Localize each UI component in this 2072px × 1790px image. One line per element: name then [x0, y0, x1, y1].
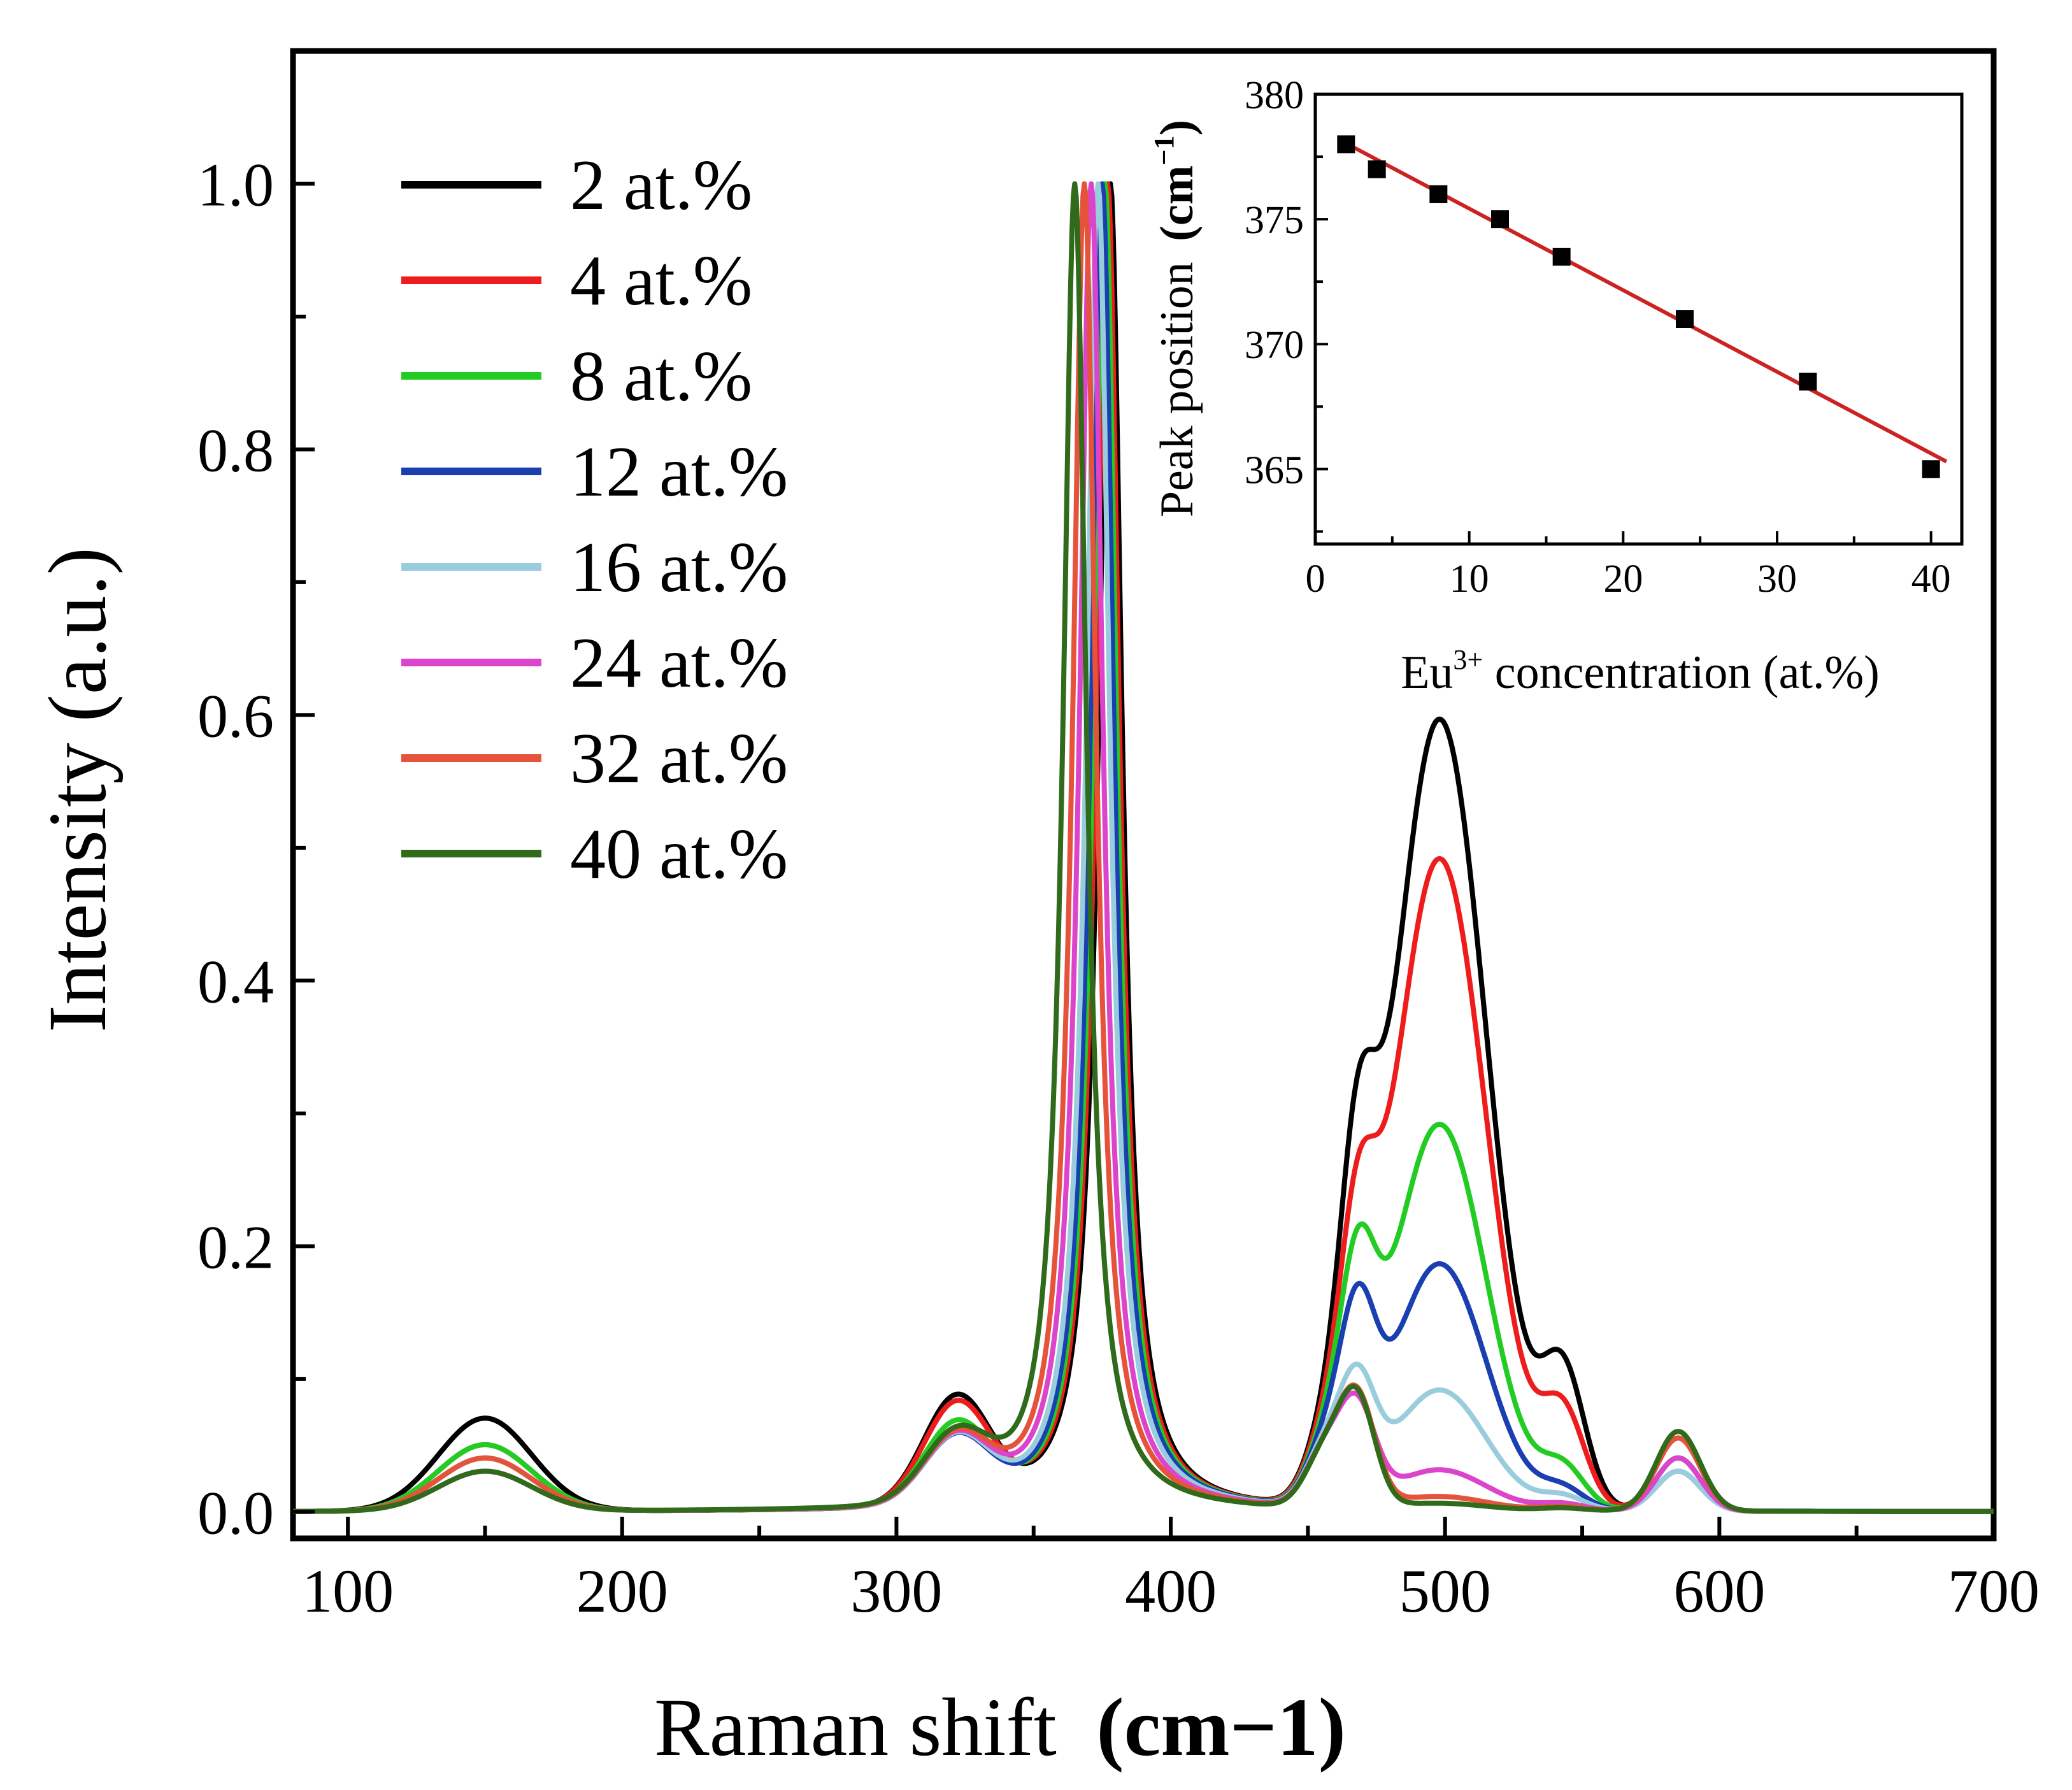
- inset-x-tick-label: 10: [1450, 557, 1489, 601]
- main-y-tick-label: 0.6: [197, 682, 274, 750]
- inset-x-tick-label: 40: [1911, 557, 1951, 601]
- main-x-tick-label: 400: [1125, 1557, 1217, 1625]
- inset-x-ticks: 0 10 20 30 40: [1306, 531, 1951, 601]
- legend-label-5: 24 at.%: [570, 624, 788, 703]
- inset-chart: 0 10 20 30 40 365 370 375 380 Eu3+ concentratio…: [1148, 74, 1964, 699]
- legend-label-0: 2 at.%: [570, 146, 752, 225]
- inset-data-point: [1676, 310, 1694, 328]
- main-legend: 2 at.% 4 at.% 8 at.% 12 at.% 16 at.% 24 at.% 3…: [401, 146, 788, 894]
- main-plot-frame: [290, 48, 1997, 1542]
- main-y-tick-label: 0.2: [197, 1213, 274, 1281]
- inset-data-point: [1429, 185, 1448, 203]
- main-x-tick-label: 200: [576, 1557, 668, 1625]
- main-series-group: [292, 181, 1995, 1514]
- inset-x-axis-title-rest: concentration (at.%): [1483, 647, 1880, 699]
- inset-points-group: [1337, 135, 1940, 478]
- inset-y-axis-unit-end: ): [1151, 120, 1203, 136]
- main-x-tick-label: 300: [850, 1557, 942, 1625]
- main-y-ticks: 0.0 0.2 0.4 0.6 0.8 1.0: [197, 150, 315, 1547]
- inset-y-ticks: 365 370 375 380: [1245, 74, 1328, 533]
- legend-label-3: 12 at.%: [570, 433, 788, 512]
- inset-x-tick-label: 30: [1757, 557, 1797, 601]
- inset-data-point: [1552, 247, 1571, 266]
- main-x-ticks: 100 200 300 400 500 600 700: [302, 1517, 2040, 1625]
- inset-background: [1315, 94, 1962, 544]
- inset-x-tick-label: 0: [1306, 557, 1325, 601]
- inset-y-axis-title-text: Peak position: [1151, 262, 1203, 517]
- main-x-axis-title: Raman shift (cm−1): [654, 1682, 1346, 1773]
- inset-x-tick-label: 20: [1603, 557, 1643, 601]
- legend-label-1: 4 at.%: [570, 241, 752, 320]
- inset-data-point: [1337, 135, 1355, 154]
- main-series-line-7: [292, 181, 1995, 1514]
- main-y-tick-label: 0.8: [197, 416, 274, 484]
- main-x-axis-title-text: Raman shift: [654, 1682, 1057, 1773]
- legend-label-6: 32 at.%: [570, 719, 788, 798]
- main-y-axis-title: Intensity (a.u.): [32, 547, 124, 1033]
- inset-data-point: [1491, 210, 1509, 229]
- main-chart: 100 200 300 400 500 600 700 0.00.20.40.60.81.0…: [32, 48, 2040, 1773]
- legend-label-4: 16 at.%: [570, 528, 788, 607]
- inset-data-point: [1922, 460, 1940, 478]
- inset-x-axis-title-base: Eu: [1401, 647, 1453, 699]
- main-x-axis-unit: (cm−1): [1096, 1682, 1346, 1773]
- main-y-tick-label: 1.0: [197, 150, 274, 218]
- inset-y-axis-title: Peak position (cm−1): [1148, 120, 1203, 517]
- main-y-tick-label: 0.0: [197, 1479, 274, 1547]
- inset-y-axis-unit-base: (cm: [1151, 166, 1203, 241]
- inset-x-axis-title: Eu3+ concentration (at.%): [1401, 644, 1880, 699]
- main-y-tick-label: 0.4: [197, 947, 274, 1015]
- inset-y-tick-label: 380: [1245, 74, 1304, 117]
- main-x-tick-label: 500: [1399, 1557, 1491, 1625]
- main-x-tick-label: 100: [302, 1557, 394, 1625]
- inset-data-point: [1799, 373, 1817, 391]
- main-x-tick-label: 600: [1673, 1557, 1765, 1625]
- inset-y-axis-unit-sup: −1: [1148, 136, 1180, 166]
- inset-y-tick-label: 370: [1245, 324, 1304, 367]
- inset-plot-frame: [1313, 92, 1964, 546]
- legend-label-7: 40 at.%: [570, 815, 788, 894]
- inset-x-axis-title-sup: 3+: [1453, 644, 1483, 675]
- legend-label-2: 8 at.%: [570, 337, 752, 416]
- inset-y-tick-label: 365: [1245, 448, 1304, 492]
- main-x-tick-label: 700: [1948, 1557, 2040, 1625]
- inset-data-point: [1368, 160, 1386, 178]
- inset-y-tick-label: 375: [1245, 199, 1304, 242]
